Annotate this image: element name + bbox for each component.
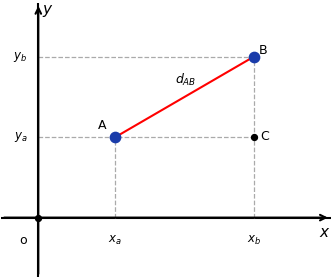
Point	[36, 215, 41, 220]
Text: B: B	[258, 44, 267, 57]
Text: $x_b$: $x_b$	[247, 234, 261, 247]
Text: $x_a$: $x_a$	[108, 234, 122, 247]
Text: $y_a$: $y_a$	[14, 130, 28, 144]
Text: $y_b$: $y_b$	[13, 50, 28, 64]
Text: $x$: $x$	[319, 225, 330, 240]
Point	[113, 135, 118, 139]
Text: $y$: $y$	[42, 3, 53, 19]
Text: o: o	[19, 234, 27, 247]
Text: $d_{AB}$: $d_{AB}$	[175, 71, 197, 88]
Text: A: A	[98, 119, 107, 132]
Point	[251, 135, 256, 139]
Point	[251, 54, 256, 59]
Text: C: C	[260, 130, 269, 143]
